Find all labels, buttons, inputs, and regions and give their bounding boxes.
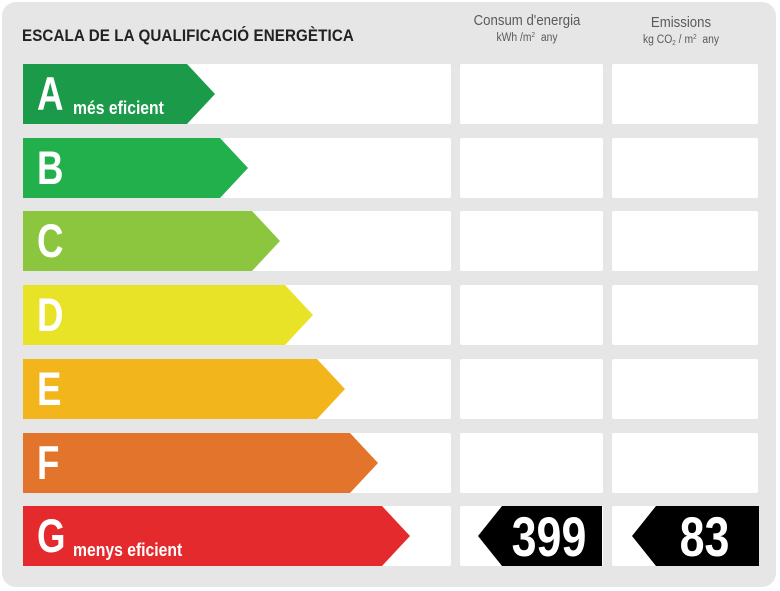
energy-rating-indicator: 399 bbox=[478, 505, 602, 568]
band-arrow-shape bbox=[23, 285, 313, 345]
emissions-cell bbox=[612, 211, 758, 271]
emissions-cell bbox=[612, 64, 758, 124]
energy-band-c: C bbox=[23, 211, 280, 271]
emissions-column-unit: kg CO2 / m2 any bbox=[642, 34, 720, 47]
band-arrow-shape bbox=[23, 64, 215, 124]
emissions-cell bbox=[612, 359, 758, 419]
energy-band-e: E bbox=[23, 359, 345, 419]
energy-column-title: Consum d'energia bbox=[473, 12, 581, 29]
energy-band-f: F bbox=[23, 433, 378, 493]
band-arrow-shape bbox=[23, 506, 410, 566]
energy-cell bbox=[460, 285, 603, 345]
band-arrow-shape bbox=[23, 211, 280, 271]
band-letter: C bbox=[37, 214, 64, 267]
band-letter: B bbox=[37, 141, 64, 194]
energy-column-header: Consum d'energia kWh /m2 any bbox=[452, 12, 602, 44]
band-letter: E bbox=[37, 362, 62, 415]
emissions-cell bbox=[612, 138, 758, 198]
energy-cell bbox=[460, 64, 603, 124]
scale-title: ESCALA DE LA QUALIFICACIÓ ENERGÈTICA bbox=[22, 27, 354, 45]
band-letter: G bbox=[37, 509, 66, 562]
band-arrow-shape bbox=[23, 433, 378, 493]
emissions-cell bbox=[612, 285, 758, 345]
band-letter: D bbox=[37, 288, 64, 341]
emissions-cell bbox=[612, 433, 758, 493]
rating-value: 399 bbox=[511, 505, 587, 568]
energy-band-b: B bbox=[23, 138, 248, 198]
energy-cell bbox=[460, 211, 603, 271]
emissions-rating-indicator: 83 bbox=[632, 505, 759, 568]
band-arrow-shape bbox=[23, 359, 345, 419]
energy-column-unit: kWh /m2 any bbox=[496, 32, 558, 44]
energy-cell bbox=[460, 359, 603, 419]
emissions-column-title: Emissions bbox=[650, 14, 712, 31]
band-arrow-shape bbox=[23, 138, 248, 198]
band-caption: més eficient bbox=[73, 97, 164, 118]
energy-band-d: D bbox=[23, 285, 313, 345]
energy-cell bbox=[460, 138, 603, 198]
band-letter: A bbox=[37, 67, 64, 120]
energy-cell bbox=[460, 433, 603, 493]
emissions-column-header: Emissions kg CO2 / m2 any bbox=[606, 14, 756, 47]
rating-value: 83 bbox=[679, 505, 730, 568]
indicator-arrow-shape bbox=[632, 506, 759, 566]
band-letter: F bbox=[37, 436, 60, 489]
indicator-arrow-shape bbox=[478, 506, 602, 566]
band-caption: menys eficient bbox=[73, 539, 183, 560]
